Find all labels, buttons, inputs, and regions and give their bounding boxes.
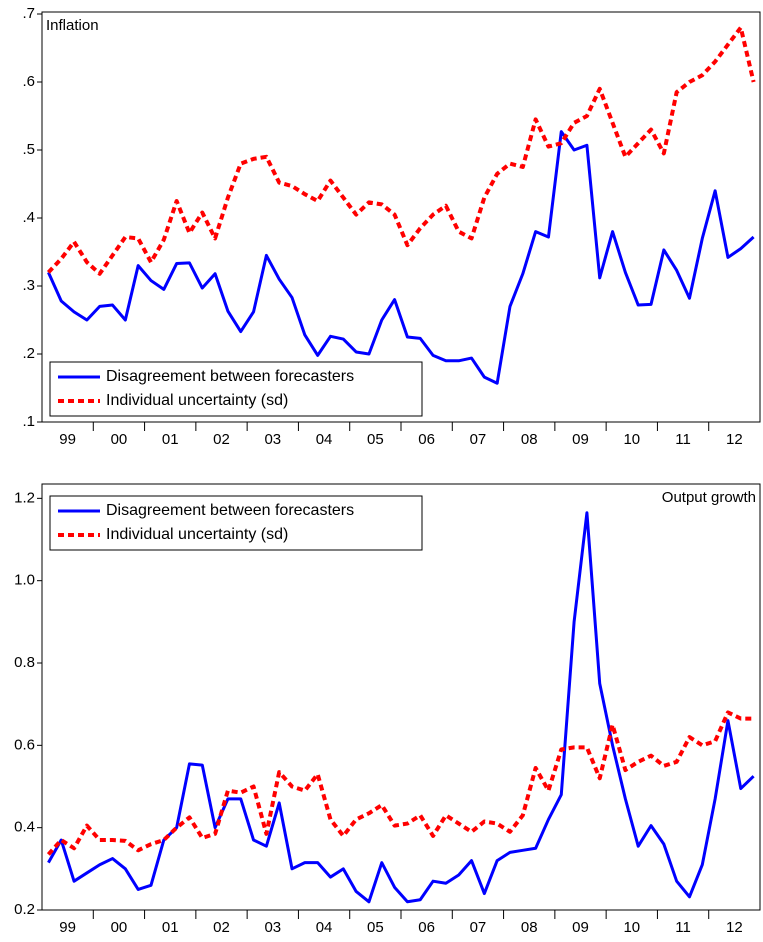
x-tick-label: 10 [623, 431, 640, 448]
legend-label: Disagreement between forecasters [106, 502, 354, 519]
series-line [47, 511, 755, 904]
y-tick-label: .2 [22, 345, 35, 362]
x-tick-label: 06 [418, 431, 435, 448]
y-tick-label: 0.2 [14, 901, 35, 918]
x-tick-label: 04 [316, 919, 333, 936]
y-tick-label: 1.0 [14, 572, 35, 589]
x-tick-label: 10 [623, 919, 640, 936]
x-tick-label: 06 [418, 919, 435, 936]
y-tick-label: 0.4 [14, 819, 35, 836]
legend-box [49, 361, 423, 417]
y-tick-label: .6 [22, 73, 35, 90]
legend-label: Disagreement between forecasters [106, 368, 354, 385]
y-tick-label: .5 [22, 141, 35, 158]
x-tick-label: 04 [316, 431, 333, 448]
x-tick-label: 08 [521, 431, 538, 448]
x-tick-label: 01 [162, 919, 179, 936]
plot-frame [41, 483, 761, 911]
plot-frame [41, 11, 761, 423]
legend-label: Individual uncertainty (sd) [106, 392, 288, 409]
x-tick-label: 00 [111, 919, 128, 936]
x-tick-label: 99 [59, 919, 76, 936]
x-tick-label: 08 [521, 919, 538, 936]
x-tick-label: 02 [213, 431, 230, 448]
x-tick-label: 07 [470, 431, 487, 448]
x-tick-label: 07 [470, 919, 487, 936]
y-tick-label: .1 [22, 413, 35, 430]
legend-label: Individual uncertainty (sd) [106, 526, 288, 543]
x-tick-label: 01 [162, 431, 179, 448]
y-tick-label: 1.2 [14, 489, 35, 506]
series-line [46, 710, 754, 856]
x-tick-label: 03 [264, 919, 281, 936]
x-tick-label: 02 [213, 919, 230, 936]
panel-title: Inflation [46, 17, 99, 34]
x-tick-label: 12 [726, 431, 743, 448]
x-tick-label: 05 [367, 431, 384, 448]
y-tick-label: .7 [22, 5, 35, 22]
x-tick-label: 11 [675, 919, 691, 936]
x-tick-label: 03 [264, 431, 281, 448]
y-tick-label: .3 [22, 277, 35, 294]
x-tick-label: 99 [59, 431, 76, 448]
panel-title: Output growth [662, 489, 756, 506]
y-tick-label: 0.8 [14, 654, 35, 671]
x-tick-label: 00 [111, 431, 128, 448]
x-tick-label: 05 [367, 919, 384, 936]
x-tick-label: 09 [572, 919, 589, 936]
x-tick-label: 09 [572, 431, 589, 448]
legend-box [49, 495, 423, 551]
series-line [47, 130, 755, 385]
x-tick-label: 12 [726, 919, 743, 936]
series-line [46, 25, 756, 276]
y-tick-label: .4 [22, 209, 35, 226]
y-tick-label: 0.6 [14, 736, 35, 753]
x-tick-label: 11 [675, 431, 691, 448]
